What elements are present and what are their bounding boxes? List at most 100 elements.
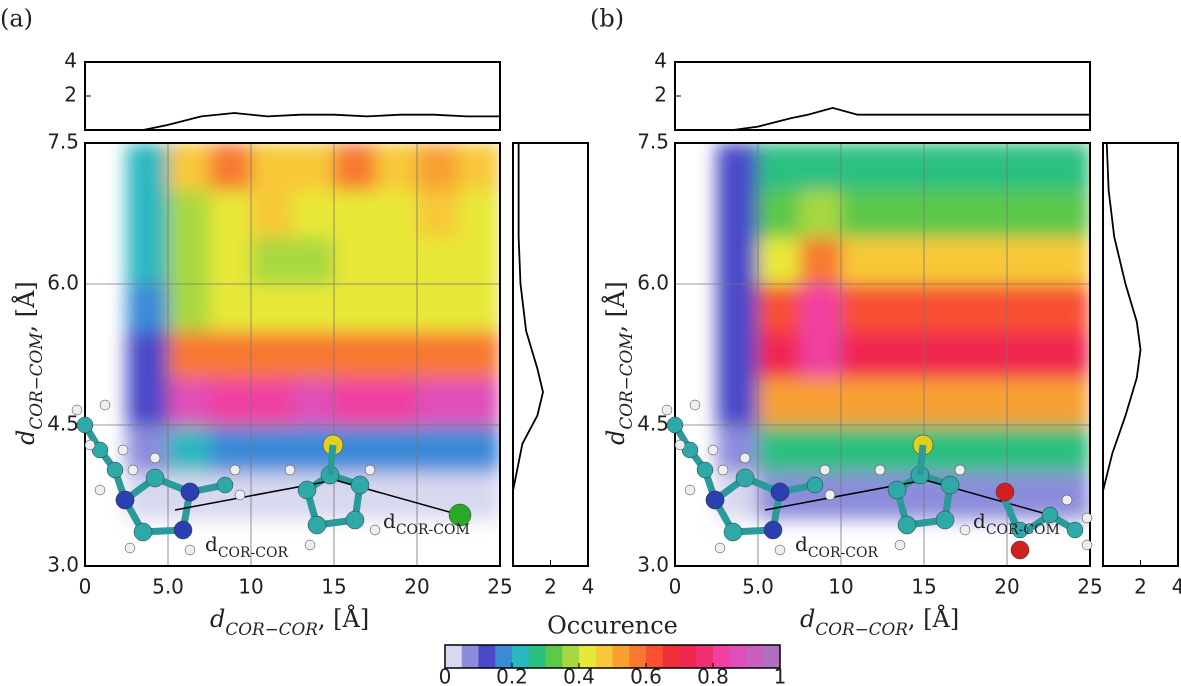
atom [234, 489, 246, 501]
colorbar-swatch [646, 645, 664, 668]
annotation-sub: COR-COR [218, 545, 289, 561]
y-tick-label: 6.0 [637, 271, 669, 295]
x-axis-label-main: d [800, 605, 815, 633]
heatmap-cell [882, 378, 925, 426]
atom [1010, 540, 1030, 560]
atom [99, 399, 111, 411]
x-tick-label: 2 [1134, 575, 1147, 599]
atom [897, 515, 917, 535]
colorbar-tick-label: 0.8 [697, 665, 729, 686]
y-axis-label-rest: , [Å] [11, 281, 40, 332]
heatmap-cell [758, 378, 800, 426]
heatmap-cell [417, 237, 459, 285]
heatmap-cell [1007, 190, 1049, 238]
heatmap-cell [799, 143, 842, 191]
heatmap-cell [799, 425, 842, 473]
y-tick-label: 4 [654, 49, 667, 73]
atom [180, 482, 200, 502]
atom [91, 441, 109, 459]
heatmap-cell [841, 472, 883, 520]
x-tick-label: 15 [911, 575, 936, 599]
heatmap-cell [758, 237, 800, 285]
heatmap-cell [251, 237, 293, 285]
heatmap-cell [209, 143, 252, 191]
atom [1066, 521, 1084, 539]
heatmap-cell [882, 237, 925, 285]
atom [173, 520, 193, 540]
annotation: dCOR-COM [383, 509, 470, 539]
colorbar-swatch [679, 645, 697, 668]
atom [894, 539, 906, 551]
colorbar-swatch [763, 645, 781, 668]
heatmap [716, 143, 1090, 520]
atom [229, 464, 241, 476]
heatmap-cell [1048, 378, 1090, 426]
heatmap-cell [758, 190, 800, 238]
heatmap-cell [1048, 331, 1090, 379]
atom [689, 399, 701, 411]
y-tick-label: 2 [64, 83, 77, 107]
atom [1011, 521, 1029, 539]
heatmap-cell [758, 284, 800, 332]
plot-frame [674, 142, 1091, 567]
heatmap-cell [292, 237, 335, 285]
x-tick-label: 5.0 [152, 575, 184, 599]
heatmap-cell [458, 284, 500, 332]
marginal-line [1102, 142, 1142, 492]
x-tick-label: 4 [582, 575, 595, 599]
atom [714, 542, 726, 554]
heatmap-cell [126, 284, 169, 332]
heatmap-cell [251, 378, 293, 426]
colorbar-swatch [562, 645, 580, 668]
heatmap-cell [126, 331, 169, 379]
heatmap-cell [1048, 143, 1090, 191]
heatmap-cell [209, 237, 252, 285]
atom [959, 524, 971, 536]
heatmap [126, 143, 500, 520]
panel-label: (a) [0, 5, 33, 33]
heatmap-cell [882, 190, 925, 238]
heatmap-cell [965, 190, 1008, 238]
heatmap-cell [1048, 190, 1090, 238]
heatmap-cell [126, 143, 169, 191]
bond [326, 444, 337, 476]
heatmap-cell [716, 378, 759, 426]
x-axis-label-rest: , [Å] [318, 604, 369, 633]
x-tick-label: 20 [994, 575, 1019, 599]
annotation-sub: COR-COM [396, 522, 470, 538]
colorbar-swatch [545, 645, 563, 668]
heatmap-cell [716, 143, 759, 191]
heatmap-cell [965, 143, 1008, 191]
atom [696, 461, 714, 479]
heatmap-cell [1007, 237, 1049, 285]
atom [297, 480, 317, 500]
atom [995, 482, 1015, 502]
atom [448, 503, 472, 527]
heatmap-cell [799, 378, 842, 426]
heatmap-cell [168, 190, 210, 238]
heatmap-cell [292, 190, 335, 238]
y-tick-label: 4.5 [637, 412, 669, 436]
atom [824, 489, 836, 501]
colorbar-tick-label: 1 [774, 665, 787, 686]
atom [115, 490, 135, 510]
heatmap-cell [841, 237, 883, 285]
heatmap-cell [924, 331, 966, 379]
heatmap-cell [458, 425, 500, 473]
heatmap-cell [924, 143, 966, 191]
heatmap-cell [292, 331, 335, 379]
heatmap-cell [375, 472, 418, 520]
colorbar-tick-label: 0.6 [630, 665, 662, 686]
heatmap-cell [716, 190, 759, 238]
colorbar-swatch [629, 645, 647, 668]
heatmap-cell [251, 190, 293, 238]
colorbar-swatch [579, 645, 597, 668]
y-axis-label-rest: , [Å] [601, 281, 630, 332]
atom [735, 468, 755, 488]
atom [364, 464, 376, 476]
molecule [661, 399, 1093, 560]
atom [1081, 539, 1093, 551]
heatmap-cell [251, 331, 293, 379]
colorbar-swatch [662, 645, 680, 668]
